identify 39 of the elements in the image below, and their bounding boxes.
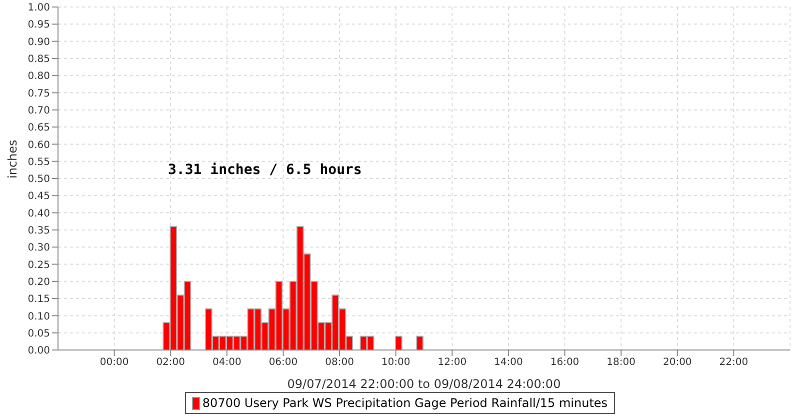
x-tick-label: 00:00 — [100, 357, 129, 368]
x-tick-label: 04:00 — [212, 357, 242, 368]
legend-label: 80700 Usery Park WS Precipitation Gage Period Rainfall/15 minutes — [201, 396, 608, 410]
y-tick-label: 0.20 — [28, 276, 50, 288]
x-axis-title: 09/07/2014 22:00:00 to 09/08/2014 24:00:00 — [287, 377, 561, 391]
y-tick-label: 0.45 — [28, 191, 50, 202]
x-tick-label: 12:00 — [438, 357, 467, 368]
y-tick-label: 0.60 — [28, 140, 50, 151]
y-tick-label: 0.40 — [28, 208, 50, 220]
y-tick-label: 0.75 — [28, 88, 50, 100]
bar — [416, 336, 424, 350]
x-tick-label: 06:00 — [268, 357, 298, 368]
x-tick-label: 18:00 — [606, 357, 636, 368]
y-tick-label: 0.65 — [28, 122, 50, 134]
y-tick-label: 0.95 — [28, 20, 50, 31]
annotation: 3.31 inches / 6.5 hours — [168, 162, 362, 178]
y-tick-label: 0.25 — [28, 260, 50, 271]
y-tick-label: 0.55 — [28, 156, 50, 168]
y-tick-label: 0.05 — [28, 328, 50, 340]
y-tick-label: 0.10 — [28, 311, 50, 322]
x-tick-label: 08:00 — [325, 357, 354, 368]
bar — [394, 336, 402, 350]
y-tick-label: 0.50 — [28, 174, 50, 186]
x-tick-label: 20:00 — [662, 357, 692, 368]
y-tick-label: 1.00 — [28, 2, 50, 14]
y-tick-label: 0.35 — [28, 226, 50, 236]
x-tick-label: 10:00 — [381, 357, 410, 368]
x-tick-label: 02:00 — [156, 357, 186, 368]
y-tick-label: 0.70 — [28, 105, 50, 116]
x-tick-label: 22:00 — [719, 357, 748, 368]
x-tick-label: 14:00 — [494, 357, 523, 368]
y-axis-title: inches — [5, 140, 20, 178]
y-tick-label: 0.85 — [28, 54, 50, 65]
y-tick-label: 0.80 — [28, 71, 50, 82]
y-tick-label: 0.15 — [28, 294, 50, 306]
x-tick-label: 16:00 — [550, 357, 580, 368]
y-tick-label: 0.00 — [28, 346, 50, 357]
y-tick-label: 0.30 — [28, 242, 50, 254]
y-tick-label: 0.90 — [28, 36, 50, 48]
